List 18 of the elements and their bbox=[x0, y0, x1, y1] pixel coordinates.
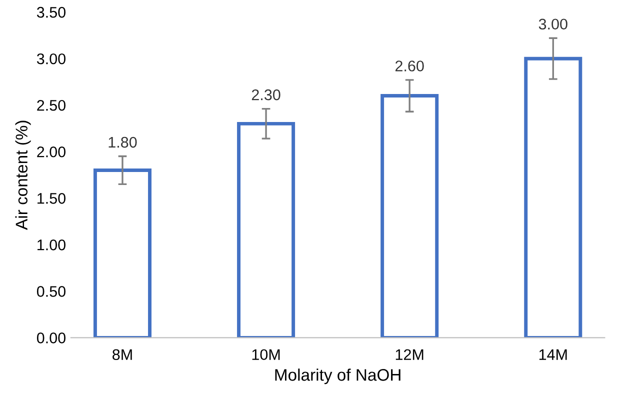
y-tick-label: 2.50 bbox=[37, 100, 66, 111]
x-tick-label: 8M bbox=[112, 349, 132, 360]
x-tick-label: 10M bbox=[252, 349, 280, 360]
x-tick-label: 14M bbox=[539, 349, 567, 360]
x-axis-title: Molarity of NaOH bbox=[275, 368, 400, 384]
data-label: 3.00 bbox=[538, 18, 568, 30]
data-label: 1.80 bbox=[108, 136, 137, 148]
y-tick-label: 3.00 bbox=[36, 53, 66, 64]
y-tick-label: 2.00 bbox=[37, 146, 66, 158]
y-tick-label: 1.50 bbox=[38, 192, 66, 204]
y-tick-label: 0.00 bbox=[36, 332, 66, 344]
y-tick-label: 0.50 bbox=[36, 286, 66, 297]
y-tick-label: 3.50 bbox=[36, 6, 66, 18]
y-tick-label: 1.00 bbox=[38, 240, 66, 250]
data-label: 2.60 bbox=[395, 60, 424, 72]
data-label: 2.30 bbox=[252, 89, 280, 100]
x-tick-label: 12M bbox=[396, 349, 424, 360]
y-axis-title: Air content (%) bbox=[15, 120, 31, 230]
